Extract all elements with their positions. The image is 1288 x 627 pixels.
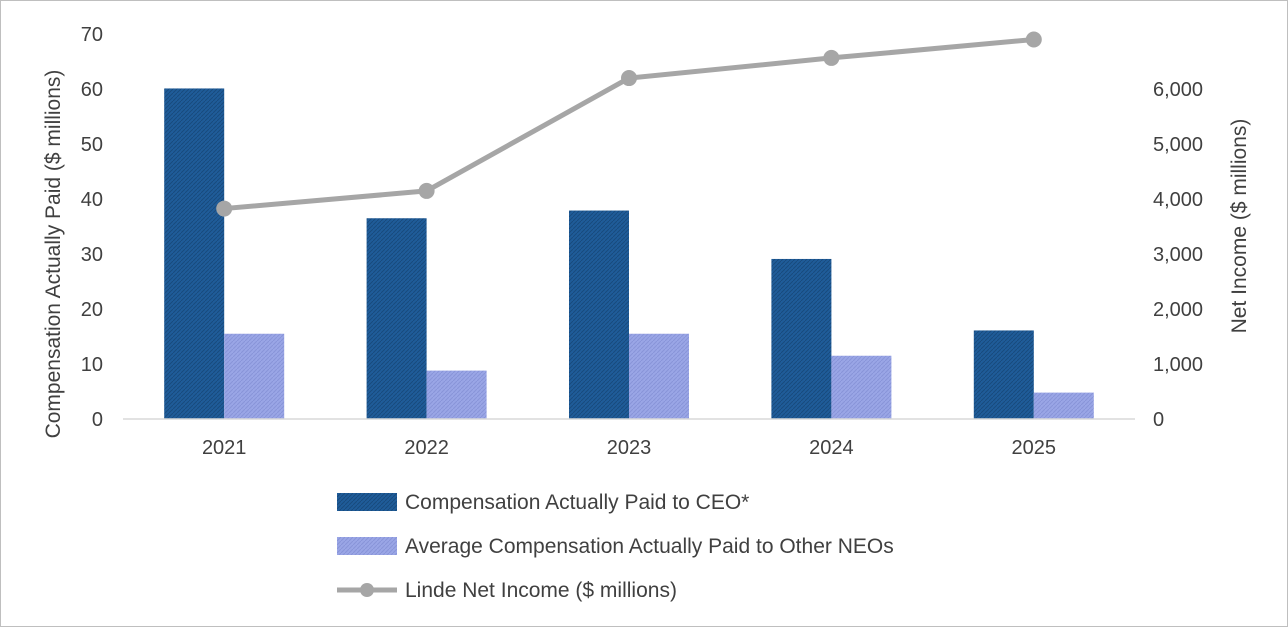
x-tick-label-2024: 2024	[809, 437, 854, 459]
x-tick-label-2025: 2025	[1012, 437, 1057, 459]
y2-axis-title: Net Income ($ millions)	[1228, 119, 1251, 334]
right-tick-label: 0	[1153, 409, 1164, 431]
left-tick-label: 40	[81, 189, 103, 211]
net-income-point-2021	[216, 200, 233, 217]
bar-marks	[164, 88, 1094, 419]
right-tick-label: 3,000	[1153, 244, 1203, 266]
x-tick-label-2023: 2023	[607, 437, 652, 459]
right-tick-label: 2,000	[1153, 299, 1203, 321]
x-axis-ticks: 2021 2022 2023 2024 2025	[202, 437, 1056, 459]
y-axis-title: Compensation Actually Paid ($ millions)	[42, 70, 65, 439]
left-tick-label: 50	[81, 134, 103, 156]
left-tick-label: 0	[92, 409, 103, 431]
net-income-point-2022	[418, 182, 435, 199]
left-tick-label: 30	[81, 244, 103, 266]
left-tick-label: 70	[81, 24, 103, 46]
bar-ceo-2023	[569, 210, 629, 419]
net-income-point-2023	[621, 70, 637, 87]
bar-neo-2021	[224, 333, 285, 419]
right-tick-label: 1,000	[1153, 354, 1203, 376]
bar-neo-2023	[629, 333, 689, 419]
bar-neo-2024	[831, 355, 892, 419]
legend-swatch-neo	[337, 537, 397, 555]
legend: Compensation Actually Paid to CEO* Avera…	[337, 491, 894, 602]
left-tick-label: 60	[81, 79, 103, 101]
legend-label-net-income: Linde Net Income ($ millions)	[405, 579, 677, 602]
left-axis-ticks: 0 10 20 30 40 50 60 70	[81, 24, 103, 431]
right-tick-label: 5,000	[1153, 134, 1203, 156]
line-series	[216, 31, 1042, 217]
net-income-point-2024	[823, 49, 840, 66]
left-tick-label: 20	[81, 299, 103, 321]
legend-label-ceo: Compensation Actually Paid to CEO*	[405, 491, 749, 514]
bar-neo-2025	[1033, 392, 1094, 419]
bar-ceo-2021	[164, 88, 225, 419]
net-income-point-2025	[1025, 31, 1042, 48]
right-tick-label: 6,000	[1153, 79, 1203, 101]
bar-neo-2022	[426, 370, 487, 419]
bar-ceo-2025	[973, 330, 1034, 419]
right-tick-label: 4,000	[1153, 189, 1203, 211]
bar-ceo-2024	[771, 258, 832, 419]
legend-swatch-ceo	[337, 493, 397, 511]
net-income-line	[223, 37, 1035, 212]
x-tick-label-2021: 2021	[202, 437, 247, 459]
bar-ceo-2022	[366, 218, 427, 419]
left-tick-label: 10	[81, 354, 103, 376]
legend-label-neo: Average Compensation Actually Paid to Ot…	[405, 535, 894, 558]
right-axis-ticks: 0 1,000 2,000 3,000 4,000 5,000 6,000	[1153, 79, 1203, 431]
x-tick-label-2022: 2022	[404, 437, 449, 459]
legend-swatch-net-income-marker	[360, 583, 374, 597]
